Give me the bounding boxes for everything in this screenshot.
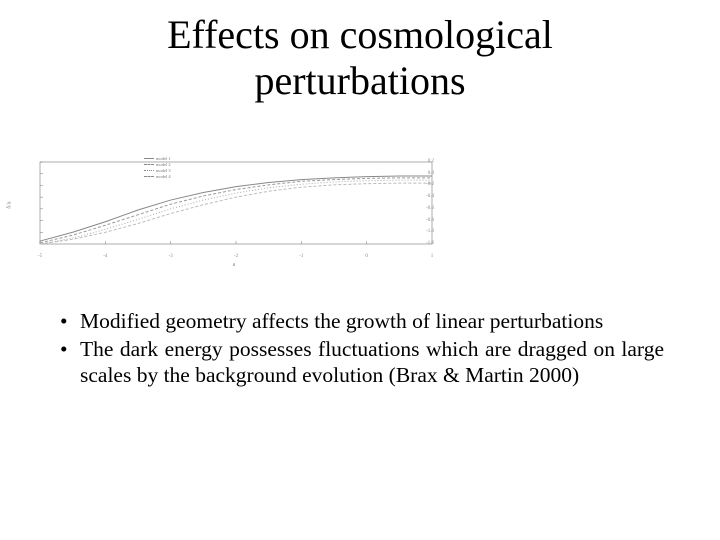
y-tick-label: 0.2: [428, 159, 434, 164]
y-tick-label: -0.2: [426, 182, 434, 187]
legend-swatch: [144, 176, 154, 177]
x-tick-label: -4: [103, 254, 107, 259]
y-tick-label: -1.2: [426, 241, 434, 246]
legend-swatch: [144, 170, 154, 171]
bullet-list: Modified geometry affects the growth of …: [56, 308, 664, 391]
x-tick-label: -1: [299, 254, 303, 259]
bullet-item: The dark energy possesses fluctuations w…: [56, 336, 664, 388]
perturbation-growth-chart: -1.2-1.0-0.8-0.6-0.4-0.20.00.2 -5-4-3-2-…: [34, 160, 434, 250]
title-line-2: perturbations: [254, 58, 465, 103]
x-tick-label: -5: [38, 254, 42, 259]
legend-label: model 1: [156, 156, 171, 161]
legend-label: model 4: [156, 174, 171, 179]
y-tick-label: -0.6: [426, 206, 434, 211]
chart-svg: [34, 160, 434, 250]
x-tick-label: 1: [431, 254, 434, 259]
legend-label: model 2: [156, 162, 171, 167]
legend-swatch: [144, 164, 154, 165]
chart-legend: model 1model 2model 3model 4: [144, 156, 171, 179]
y-axis-label: δ/a: [7, 201, 13, 208]
slide: Effects on cosmological perturbations -1…: [0, 0, 720, 540]
legend-label: model 3: [156, 168, 171, 173]
y-tick-label: -0.4: [426, 194, 434, 199]
title-line-1: Effects on cosmological: [167, 12, 553, 57]
x-axis-label: a: [233, 262, 236, 268]
x-tick-label: -3: [169, 254, 173, 259]
bullet-item: Modified geometry affects the growth of …: [56, 308, 664, 334]
legend-swatch: [144, 158, 154, 159]
x-tick-label: 0: [365, 254, 368, 259]
slide-title: Effects on cosmological perturbations: [0, 12, 720, 104]
y-tick-label: -1.0: [426, 229, 434, 234]
x-tick-label: -2: [234, 254, 238, 259]
y-tick-label: -0.8: [426, 218, 434, 223]
legend-item: model 4: [144, 174, 171, 180]
y-tick-label: 0.0: [428, 171, 434, 176]
